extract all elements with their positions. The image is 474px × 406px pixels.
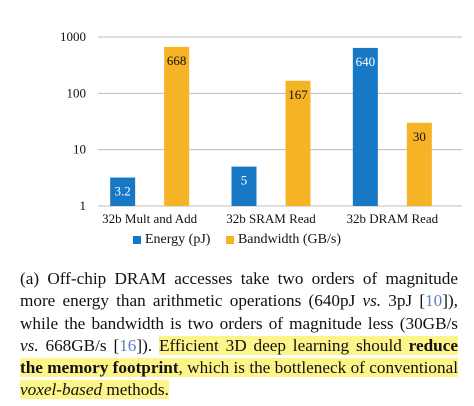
- caption-highlight-text-1: Efficient 3D deep learning should: [158, 335, 409, 355]
- category-label: 32b DRAM Read: [346, 211, 438, 226]
- caption-text-3: ]), while the bandwidth is two orders of…: [20, 291, 458, 333]
- bar: [110, 177, 136, 206]
- caption-highlight-italic: voxel-based: [20, 380, 103, 400]
- caption-text-5: ]).: [136, 335, 159, 355]
- caption-vs-1: vs.: [362, 291, 382, 311]
- category-label: 32b Mult and Add: [102, 211, 197, 226]
- y-tick-label: 10: [73, 142, 86, 157]
- bar-value-label: 3.2: [115, 184, 131, 199]
- bar: [406, 122, 432, 206]
- y-tick-label: 100: [67, 85, 87, 100]
- bar-value-label: 5: [241, 173, 248, 188]
- citation-link-16[interactable]: 16: [119, 335, 137, 355]
- bar-value-label: 668: [167, 53, 187, 68]
- category-labels: 32b Mult and Add 32b SRAM Read 32b DRAM Re…: [102, 211, 439, 226]
- legend-item-bandwidth: Bandwidth (GB/s): [225, 232, 341, 248]
- caption-highlight-text-2: , which is the bottleneck of conventiona…: [178, 358, 458, 378]
- legend-swatch-energy: [132, 236, 141, 244]
- bar-value-label: 30: [413, 129, 426, 144]
- bar: [285, 80, 311, 206]
- legend: Energy (pJ) Bandwidth (GB/s): [0, 232, 474, 249]
- bar-value-label: 167: [288, 87, 308, 102]
- bar: [231, 166, 257, 206]
- legend-label-energy: Energy (pJ): [144, 232, 211, 247]
- bar-value-label: 640: [356, 54, 376, 69]
- bar: [164, 46, 190, 206]
- y-tick-label: 1000: [60, 29, 86, 44]
- legend-label-bandwidth: Bandwidth (GB/s): [237, 232, 341, 247]
- category-label: 32b SRAM Read: [226, 211, 316, 226]
- caption-highlight-bold: reduce the memory footprint: [20, 335, 458, 378]
- y-tick-labels: 1 10 100 1000: [60, 29, 86, 213]
- caption-vs-2: vs.: [20, 335, 39, 355]
- caption-text-4: 668GB/s [: [38, 335, 120, 355]
- bar-chart: 1 10 100 1000 3.2 668 5 167 640 30 32b Mult and …: [60, 29, 462, 226]
- figure-caption: (a) Off-chip DRAM accesses take two orde…: [20, 268, 458, 402]
- caption-text-1: (a) Off-chip DRAM accesses take two orde…: [20, 269, 458, 311]
- bar: [352, 47, 378, 206]
- legend-item-energy: Energy (pJ): [132, 232, 211, 248]
- bars: 3.2 668 5 167 640 30: [110, 46, 432, 206]
- caption-text-2: 3pJ [: [381, 291, 426, 311]
- legend-swatch-bandwidth: [225, 236, 234, 244]
- grid-lines: [98, 36, 462, 207]
- caption-highlight-text-3: methods.: [102, 380, 169, 400]
- y-tick-label: 1: [80, 198, 87, 213]
- citation-link-10[interactable]: 10: [425, 291, 443, 311]
